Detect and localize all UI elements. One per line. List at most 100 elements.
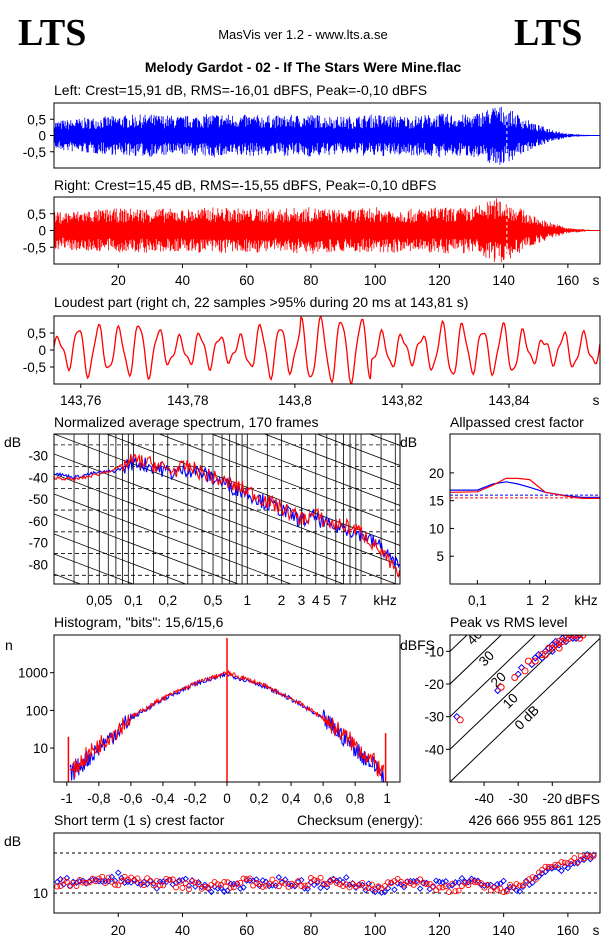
crest-point-left [432, 877, 440, 884]
crest-point-right [195, 881, 202, 888]
crest-point-right [385, 879, 391, 886]
crest-point-right [365, 884, 372, 891]
crest-point-right [449, 880, 456, 887]
crest-point-right [140, 882, 147, 889]
crest-point-left [182, 875, 189, 883]
crest-ylabel: dB [4, 833, 21, 849]
crest-point-left [426, 885, 434, 893]
crest-series-0 [450, 481, 600, 498]
crest-point-right [169, 876, 176, 883]
xtick-label: s [593, 393, 600, 408]
crest-point-right [413, 879, 420, 886]
crest-point-left [378, 889, 385, 896]
crest-point-right [304, 882, 311, 889]
crest-point-right [455, 887, 462, 894]
ytick-label: 20 [429, 466, 444, 481]
xtick-label: 120 [428, 273, 451, 288]
xtick-label: 3 [298, 593, 306, 608]
crest-point-right [272, 880, 279, 886]
ytick-label: 1000 [18, 666, 48, 681]
crest-point-right [115, 882, 122, 889]
xtick-label: 0 [223, 791, 231, 806]
crest-point-right [458, 883, 465, 889]
crest-point-right [471, 879, 478, 886]
crest-point-right [176, 878, 183, 885]
crest-point-right [545, 863, 552, 870]
crest-point-right [330, 876, 337, 883]
crest-point-right [513, 881, 520, 888]
crest-point-right [150, 882, 157, 889]
checksum-label: Checksum (energy): [297, 812, 423, 828]
ytick-label: -0,5 [23, 360, 46, 375]
ytick-label: 10 [429, 521, 444, 536]
crest-point-right [314, 877, 321, 884]
crest-point-right [590, 852, 597, 859]
crest-point-right [63, 878, 70, 885]
scatter-point-right [531, 657, 539, 665]
crest-point-right [96, 875, 102, 882]
xtick-label: 143,78 [167, 393, 208, 408]
crest-point-left [564, 864, 572, 872]
crest-point-left [237, 885, 244, 892]
xtick-label: 140 [492, 923, 515, 938]
crest-point-right [99, 873, 106, 880]
scatter-point-right [456, 716, 464, 724]
crest-point-right [105, 874, 112, 881]
crest-point-right [288, 880, 295, 887]
crest-point-left [214, 885, 222, 892]
crest-point-left [352, 884, 360, 892]
scatter-point-left [528, 660, 536, 669]
ytick-label: -50 [28, 492, 48, 507]
xtick-label: 0,1 [468, 593, 487, 608]
ytick-label: 15 [429, 494, 444, 509]
xtick-label: 40 [175, 923, 190, 938]
peak-rms-xlabel: dBFS [565, 791, 600, 807]
crest-point-left [282, 876, 289, 883]
allpassed_crest: 20 15 10 5 0,1 1 2 kHz [429, 433, 601, 608]
crest-point-right [587, 853, 594, 860]
spectrum-series-1 [54, 453, 400, 578]
crest-point-left [500, 877, 507, 885]
slope-line [316, 434, 400, 466]
waveform_left: 0,5 0-0,5 [23, 102, 601, 169]
crest-point-right [70, 879, 77, 886]
crest-point-right [147, 878, 154, 884]
crest-point-right [173, 884, 179, 891]
crest-point-right [269, 876, 276, 883]
crest-point-left [53, 878, 61, 886]
spectrum-plot [54, 434, 400, 584]
crest-point-right [118, 878, 125, 885]
ytick-label: -60 [28, 514, 48, 529]
crest-point-left [535, 873, 543, 880]
crest-point-right [157, 882, 163, 889]
crest-diagonal [450, 635, 536, 718]
ytick-label: -0,5 [23, 240, 46, 255]
crest-point-right [352, 883, 359, 890]
xtick-label: 60 [239, 273, 254, 288]
xtick-label: s [593, 273, 600, 288]
crest-point-right [574, 859, 581, 866]
xtick-label: 160 [557, 273, 580, 288]
crest-point-right [558, 859, 565, 865]
crest-point-left [140, 878, 148, 886]
crest-point-left [561, 863, 568, 870]
xtick-label: 140 [492, 273, 515, 288]
crest-point-right [279, 878, 285, 885]
crest-point-right [442, 883, 449, 890]
crest-point-left [458, 874, 466, 882]
xtick-label: 143,8 [278, 393, 312, 408]
crest-point-left [230, 880, 238, 888]
ytick-label: 10 [33, 886, 48, 901]
crest-point-right [218, 882, 224, 888]
file-title: Melody Gardot - 02 - If The Stars Were M… [145, 59, 462, 75]
crest-point-right [564, 860, 571, 867]
crest-point-left [307, 879, 315, 886]
crest-point-right [381, 883, 388, 889]
crest-point-right [510, 884, 517, 891]
xtick-label: 143,82 [381, 393, 422, 408]
crest-point-left [262, 878, 270, 886]
crest-point-right [295, 878, 302, 885]
crest-point-right [214, 881, 221, 888]
crest-diagonal [450, 635, 468, 653]
